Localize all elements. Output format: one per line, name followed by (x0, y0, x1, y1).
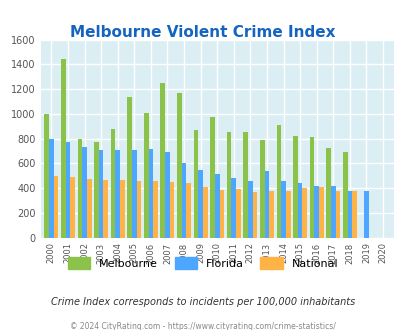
Bar (165, 151, 169, 238)
Bar (66, 142, 70, 238)
Bar (292, 136, 297, 238)
Bar (330, 186, 335, 238)
Bar (318, 187, 323, 238)
Bar (198, 170, 202, 238)
Bar (363, 190, 368, 238)
Bar (231, 178, 236, 238)
Bar (98, 150, 103, 238)
Bar (342, 152, 347, 238)
Bar (127, 96, 132, 238)
Bar (214, 175, 219, 238)
Bar (281, 181, 285, 238)
Bar (169, 182, 174, 238)
Bar (335, 191, 339, 238)
Bar (61, 59, 66, 238)
Bar (269, 191, 273, 238)
Bar (259, 140, 264, 238)
Bar (143, 113, 148, 238)
Bar (70, 177, 75, 238)
Text: Crime Index corresponds to incidents per 100,000 inhabitants: Crime Index corresponds to incidents per… (51, 297, 354, 307)
Bar (181, 163, 186, 238)
Bar (264, 171, 269, 238)
Bar (252, 192, 257, 238)
Bar (120, 180, 124, 238)
Bar (153, 181, 158, 238)
Bar (49, 139, 53, 238)
Bar (309, 137, 313, 238)
Bar (297, 183, 302, 238)
Bar (132, 150, 136, 238)
Bar (193, 130, 198, 238)
Text: Melbourne Violent Crime Index: Melbourne Violent Crime Index (70, 25, 335, 40)
Bar (285, 190, 290, 238)
Bar (82, 147, 87, 238)
Bar (177, 93, 181, 238)
Bar (219, 190, 224, 238)
Bar (236, 189, 240, 238)
Bar (210, 117, 214, 238)
Bar (326, 148, 330, 238)
Bar (115, 150, 120, 238)
Bar (44, 114, 49, 238)
Bar (53, 176, 58, 238)
Bar (136, 181, 141, 238)
Text: © 2024 CityRating.com - https://www.cityrating.com/crime-statistics/: © 2024 CityRating.com - https://www.city… (70, 322, 335, 330)
Bar (148, 148, 153, 238)
Bar (111, 129, 115, 238)
Bar (87, 180, 91, 238)
Legend: Melbourne, Florida, National: Melbourne, Florida, National (63, 253, 342, 273)
Bar (243, 132, 247, 238)
Bar (351, 191, 356, 238)
Bar (313, 185, 318, 238)
Bar (77, 139, 82, 238)
Bar (347, 190, 351, 238)
Bar (226, 132, 231, 238)
Bar (160, 83, 165, 238)
Bar (94, 142, 98, 238)
Bar (186, 183, 190, 238)
Bar (276, 125, 281, 238)
Bar (202, 187, 207, 238)
Bar (103, 180, 108, 238)
Bar (247, 181, 252, 238)
Bar (302, 188, 306, 238)
